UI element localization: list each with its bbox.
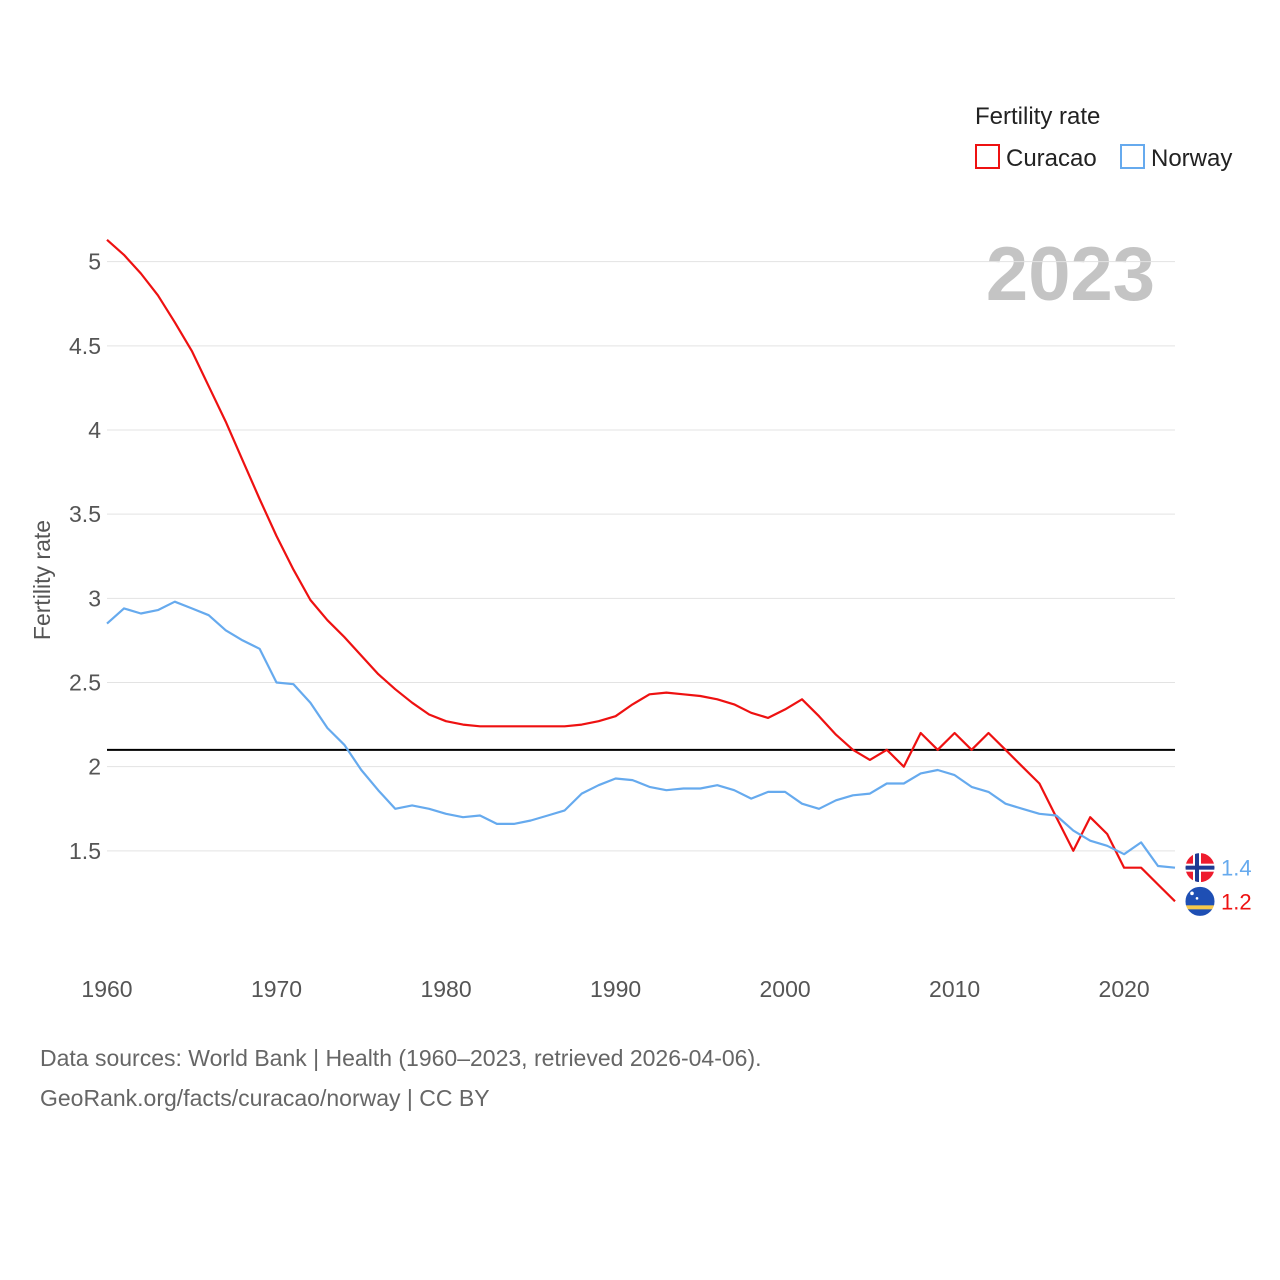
series-line-curacao[interactable] bbox=[106, 238, 1176, 903]
y-tick-label: 4 bbox=[88, 417, 101, 443]
norway-flag-icon bbox=[1184, 852, 1216, 884]
y-tick-label: 2 bbox=[88, 754, 101, 780]
y-tick-label: 2.5 bbox=[69, 670, 101, 696]
fertility-rate-chart: Fertility rate Curacao Norway 2023 Ferti… bbox=[29, 103, 1252, 1002]
y-tick-label: 4.5 bbox=[69, 333, 101, 359]
y-tick-label: 3 bbox=[88, 585, 101, 611]
y-tick-label: 1.5 bbox=[69, 838, 101, 864]
x-tick-label: 1980 bbox=[420, 976, 471, 1002]
legend-label-curacao: Curacao bbox=[1006, 145, 1097, 172]
gridlines bbox=[107, 261, 1175, 852]
source-note: Data sources: World Bank | Health (1960–… bbox=[40, 1045, 762, 1071]
end-value-norway: 1.4 bbox=[1221, 856, 1252, 881]
x-tick-label: 1960 bbox=[81, 976, 132, 1002]
year-label: 2023 bbox=[986, 232, 1155, 317]
x-axis-ticks: 1960 1970 1980 1990 2000 2010 2020 bbox=[81, 976, 1149, 1002]
x-tick-label: 2020 bbox=[1099, 976, 1150, 1002]
end-markers: 1.21.4 bbox=[1184, 852, 1252, 917]
y-axis-title: Fertility rate bbox=[29, 520, 55, 640]
legend-swatch-norway bbox=[1120, 144, 1145, 169]
legend-swatch-curacao bbox=[975, 144, 1000, 169]
legend-title: Fertility rate bbox=[975, 103, 1100, 130]
y-axis-ticks: 1.5 2 2.5 3 3.5 4 4.5 5 bbox=[69, 249, 101, 864]
x-tick-label: 2010 bbox=[929, 976, 980, 1002]
y-tick-label: 3.5 bbox=[69, 501, 101, 527]
end-value-curacao: 1.2 bbox=[1221, 889, 1252, 914]
legend: Fertility rate Curacao Norway bbox=[975, 103, 1232, 172]
x-tick-label: 1970 bbox=[251, 976, 302, 1002]
legend-item-norway[interactable]: Norway bbox=[1120, 144, 1232, 172]
attribution-link[interactable]: GeoRank.org/facts/curacao/norway | CC BY bbox=[40, 1085, 490, 1111]
series-line-norway[interactable] bbox=[106, 600, 1176, 869]
legend-label-norway: Norway bbox=[1151, 145, 1232, 172]
y-tick-label: 5 bbox=[88, 249, 101, 275]
x-tick-label: 2000 bbox=[760, 976, 811, 1002]
x-tick-label: 1990 bbox=[590, 976, 641, 1002]
series-lines bbox=[106, 238, 1176, 903]
curacao-flag-icon bbox=[1184, 885, 1216, 917]
legend-item-curacao[interactable]: Curacao bbox=[975, 144, 1097, 172]
